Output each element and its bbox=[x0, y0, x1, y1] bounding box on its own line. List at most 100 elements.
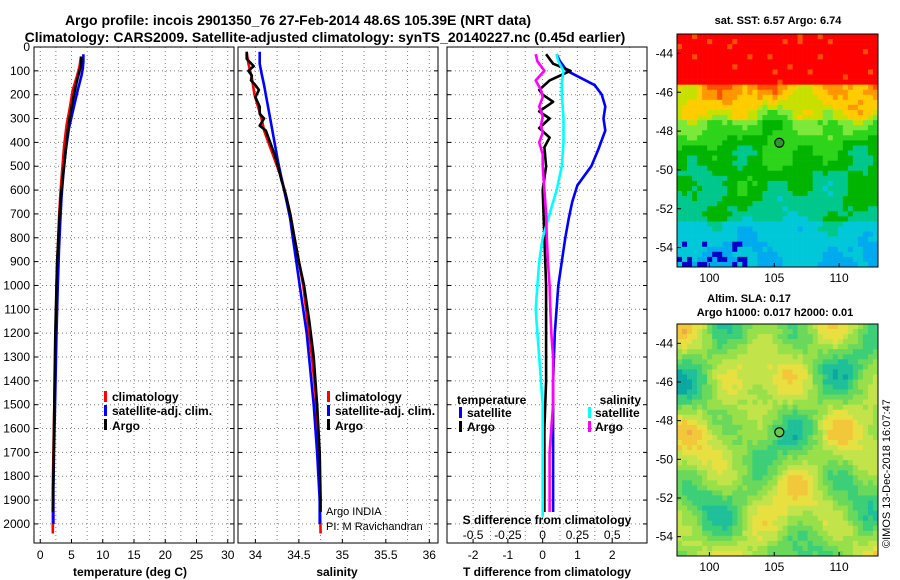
sst-cell bbox=[862, 201, 869, 207]
sst-cell bbox=[857, 216, 864, 222]
sla-cell bbox=[842, 379, 849, 385]
sla-cell bbox=[742, 399, 748, 405]
sst-cell bbox=[757, 49, 763, 55]
sst-cell bbox=[817, 94, 824, 101]
sst-cell bbox=[832, 211, 839, 217]
sla-cell bbox=[687, 424, 693, 431]
sla-cell bbox=[692, 404, 698, 411]
sst-cell bbox=[722, 130, 728, 136]
sla-cell bbox=[827, 510, 834, 516]
sst-cell bbox=[827, 236, 834, 242]
sst-cell bbox=[777, 44, 783, 50]
sst-cell bbox=[782, 201, 788, 207]
sla-cell bbox=[707, 480, 713, 486]
sst-cell bbox=[702, 261, 708, 268]
sla-cell bbox=[752, 470, 758, 476]
sst-cell bbox=[747, 196, 753, 202]
sst-cell bbox=[812, 196, 818, 202]
sst-cell bbox=[822, 99, 829, 106]
sla-cell bbox=[852, 505, 859, 511]
sst-cell bbox=[817, 211, 824, 217]
sst-cell bbox=[832, 226, 839, 232]
sst-cell bbox=[742, 140, 748, 146]
sst-cell bbox=[817, 69, 824, 75]
sst-cell bbox=[812, 49, 818, 55]
sst-cell bbox=[757, 160, 763, 166]
sst-cell bbox=[817, 201, 824, 207]
sst-cell bbox=[717, 236, 723, 242]
sla-cell bbox=[772, 394, 778, 400]
sst-cell bbox=[822, 59, 829, 65]
sst-cell bbox=[777, 74, 783, 80]
sla-cell bbox=[737, 384, 743, 390]
legend-temperature-title: temperature bbox=[457, 393, 527, 407]
sla-cell bbox=[822, 324, 829, 330]
sst-cell bbox=[722, 120, 728, 126]
sla-cell bbox=[827, 349, 834, 355]
sst-cell bbox=[777, 115, 783, 121]
sla-cell bbox=[687, 505, 693, 511]
sst-cell bbox=[802, 99, 808, 106]
sla-cell bbox=[762, 455, 768, 461]
sla-cell bbox=[752, 429, 758, 436]
sla-cell bbox=[857, 485, 864, 491]
sla-cell bbox=[697, 404, 703, 411]
sst-cell bbox=[782, 104, 788, 111]
sla-cell bbox=[737, 329, 743, 335]
sla-cell bbox=[722, 440, 728, 446]
sla-cell bbox=[772, 339, 778, 345]
sst-cell bbox=[747, 135, 753, 141]
sla-cell bbox=[807, 480, 813, 486]
sst-cell bbox=[717, 135, 723, 141]
sst-cell bbox=[862, 165, 869, 172]
sla-cell bbox=[757, 334, 763, 340]
sst-cell bbox=[757, 231, 763, 237]
sst-cell bbox=[702, 160, 708, 166]
sst-cell bbox=[717, 94, 723, 101]
sla-cell bbox=[822, 465, 829, 471]
sst-cell bbox=[727, 221, 733, 227]
sla-cell bbox=[717, 510, 723, 516]
sla-cell bbox=[737, 545, 743, 552]
sla-cell bbox=[722, 384, 728, 390]
sla-cell bbox=[822, 389, 829, 395]
sla-cell bbox=[842, 374, 849, 380]
sla-cell bbox=[707, 465, 713, 471]
sla-cell bbox=[747, 500, 753, 506]
sst-cell bbox=[787, 201, 793, 207]
sla-cell bbox=[677, 354, 683, 360]
sst-cell bbox=[762, 155, 768, 161]
sst-cell bbox=[837, 165, 844, 172]
sst-cell bbox=[757, 155, 763, 161]
sst-cell bbox=[857, 155, 864, 161]
sst-cell bbox=[807, 104, 813, 111]
sst-cell bbox=[682, 221, 688, 227]
sla-cell bbox=[722, 545, 728, 552]
sla-cell bbox=[847, 470, 854, 476]
sst-cell bbox=[822, 135, 829, 141]
depth-tick-label: 800 bbox=[10, 231, 30, 245]
sla-cell bbox=[682, 339, 688, 345]
sst-cell bbox=[707, 84, 713, 91]
sla-cell bbox=[827, 424, 834, 431]
sst-cell bbox=[797, 256, 803, 263]
sla-cell bbox=[687, 354, 693, 360]
sst-cell bbox=[872, 231, 879, 237]
sst-cell bbox=[692, 74, 698, 80]
sla-cell bbox=[697, 379, 703, 385]
sst-cell bbox=[712, 231, 718, 237]
sst-cell bbox=[772, 180, 778, 187]
sla-cell bbox=[842, 440, 849, 446]
sst-cell bbox=[707, 135, 713, 141]
sst-cell bbox=[737, 44, 743, 50]
sla-cell bbox=[767, 354, 773, 360]
sst-cell bbox=[782, 211, 788, 217]
sla-cell bbox=[847, 374, 854, 380]
sla-cell bbox=[767, 329, 773, 335]
sla-cell bbox=[862, 520, 869, 527]
sla-cell bbox=[787, 329, 793, 335]
sst-cell bbox=[722, 191, 728, 197]
sst-cell bbox=[732, 201, 738, 207]
sst-cell bbox=[802, 180, 808, 187]
sla-cell bbox=[872, 450, 879, 456]
